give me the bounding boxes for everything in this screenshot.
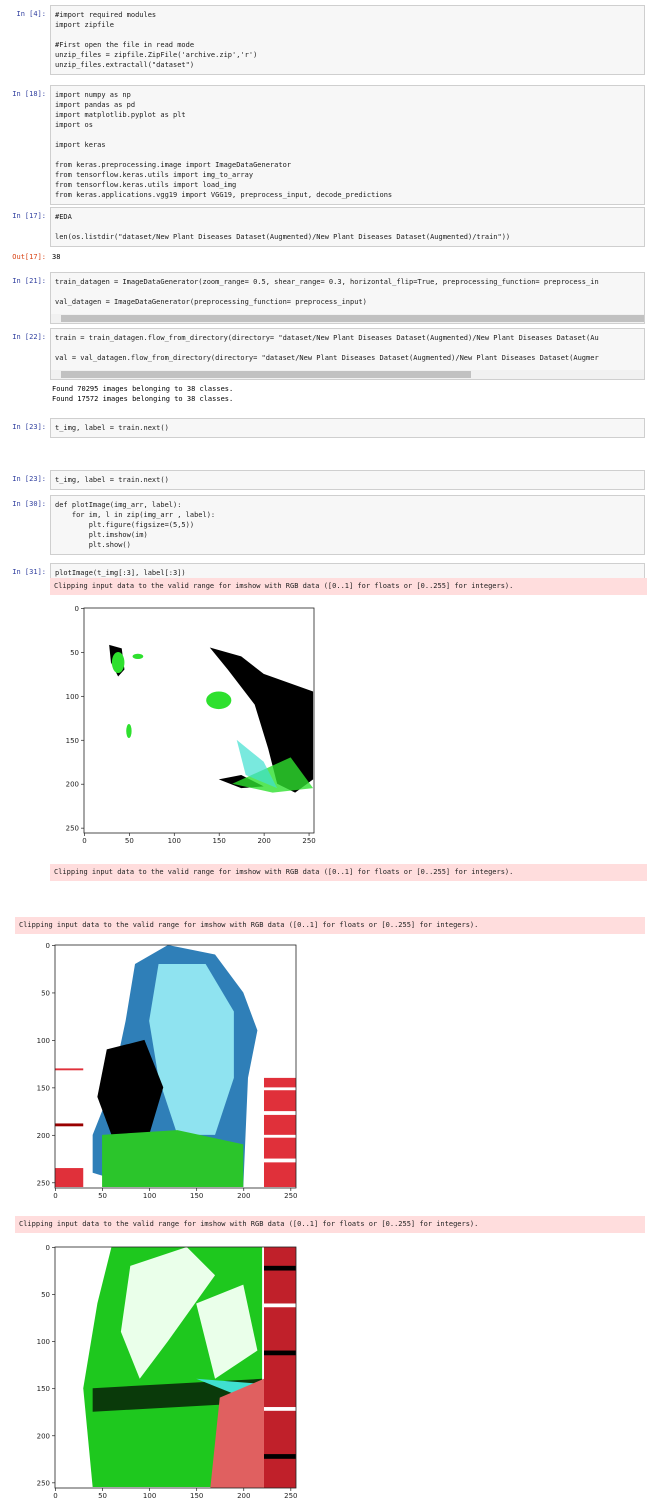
cell-prompt: In [18]:	[2, 89, 46, 99]
code-cell: import numpy as npimport pandas as pdimp…	[50, 85, 645, 205]
x-tick-label: 100	[143, 1492, 156, 1500]
code-line: def plotImage(img_arr, label):	[55, 500, 181, 510]
y-tick-label: 150	[66, 737, 79, 745]
x-tick-label: 0	[53, 1192, 57, 1200]
code-cell: train = train_datagen.flow_from_director…	[50, 328, 645, 380]
code-line: import matplotlib.pyplot as plt	[55, 110, 186, 120]
cell-prompt: In [4]:	[2, 9, 46, 19]
y-tick-label: 50	[70, 649, 79, 657]
code-line: plt.show()	[55, 540, 131, 550]
y-tick-label: 250	[37, 1179, 50, 1187]
code-line: plotImage(t_img[:3], label[:3])	[55, 568, 186, 578]
code-line: from keras.applications.vgg19 import VGG…	[55, 190, 392, 200]
x-tick-label: 150	[190, 1492, 203, 1500]
y-tick-label: 100	[37, 1037, 50, 1045]
code-line: unzip_files.extractall("dataset")	[55, 60, 194, 70]
stderr-output: Clipping input data to the valid range f…	[15, 917, 645, 934]
x-tick-label: 50	[98, 1492, 107, 1500]
code-cell: t_img, label = train.next()	[50, 418, 645, 438]
code-line: val = val_datagen.flow_from_directory(di…	[55, 353, 599, 363]
x-tick-label: 200	[237, 1492, 250, 1500]
plot-image	[55, 945, 296, 1188]
code-cell: train_datagen = ImageDataGenerator(zoom_…	[50, 272, 645, 324]
code-line: #First open the file in read mode	[55, 40, 194, 50]
y-tick-label: 0	[46, 942, 50, 950]
stderr-output: Clipping input data to the valid range f…	[15, 1216, 645, 1233]
code-line: val_datagen = ImageDataGenerator(preproc…	[55, 297, 367, 307]
code-line: from tensorflow.keras.utils import img_t…	[55, 170, 253, 180]
scroll-thumb	[61, 371, 471, 378]
code-line: from keras.preprocessing.image import Im…	[55, 160, 291, 170]
x-tick-label: 250	[302, 837, 315, 845]
y-tick-label: 250	[37, 1479, 50, 1487]
cell-prompt: In [17]:	[2, 211, 46, 221]
code-line: from tensorflow.keras.utils import load_…	[55, 180, 236, 190]
x-tick-label: 150	[213, 837, 226, 845]
scrollbar	[51, 370, 644, 379]
code-line: plt.figure(figsize=(5,5))	[55, 520, 194, 530]
code-line: plt.imshow(im)	[55, 530, 148, 540]
plot-image	[55, 1247, 296, 1488]
stderr-output: Clipping input data to the valid range f…	[50, 578, 647, 595]
x-tick-label: 100	[143, 1192, 156, 1200]
code-line: import numpy as np	[55, 90, 131, 100]
y-tick-label: 100	[37, 1338, 50, 1346]
code-line: #EDA	[55, 212, 72, 222]
y-tick-label: 200	[37, 1132, 50, 1140]
code-line: train = train_datagen.flow_from_director…	[55, 333, 599, 343]
x-tick-label: 50	[98, 1192, 107, 1200]
x-tick-label: 50	[125, 837, 134, 845]
y-tick-label: 150	[37, 1385, 50, 1393]
x-tick-label: 100	[168, 837, 181, 845]
code-line: #import required modules	[55, 10, 156, 20]
code-line: unzip_files = zipfile.ZipFile('archive.z…	[55, 50, 257, 60]
cell-prompt: In [21]:	[2, 276, 46, 286]
scrollbar	[51, 314, 644, 323]
notebook: 0501001502002500501001502002500501001502…	[0, 0, 651, 1501]
code-line: train_datagen = ImageDataGenerator(zoom_…	[55, 277, 599, 287]
cell-prompt: In [22]:	[2, 332, 46, 342]
out-prompt: Out[17]:	[2, 252, 46, 262]
code-line: t_img, label = train.next()	[55, 475, 169, 485]
y-tick-label: 100	[66, 693, 79, 701]
x-tick-label: 150	[190, 1192, 203, 1200]
code-cell: def plotImage(img_arr, label): for im, l…	[50, 495, 645, 555]
cell-prompt: In [30]:	[2, 499, 46, 509]
output-line: Found 17572 images belonging to 38 class…	[52, 394, 233, 404]
cell-prompt: In [23]:	[2, 474, 46, 484]
code-line: import zipfile	[55, 20, 114, 30]
code-line: for im, l in zip(img_arr , label):	[55, 510, 215, 520]
stderr-output: Clipping input data to the valid range f…	[50, 864, 647, 881]
y-tick-label: 0	[75, 605, 79, 613]
plot-image	[84, 608, 314, 833]
x-tick-label: 250	[284, 1192, 297, 1200]
x-tick-label: 250	[284, 1492, 297, 1500]
output-line: 38	[52, 252, 60, 262]
y-tick-label: 250	[66, 825, 79, 833]
code-line: import pandas as pd	[55, 100, 135, 110]
x-tick-label: 0	[53, 1492, 57, 1500]
y-tick-label: 50	[41, 989, 50, 997]
y-tick-label: 150	[37, 1084, 50, 1092]
x-tick-label: 0	[82, 837, 86, 845]
code-line: import os	[55, 120, 93, 130]
x-tick-label: 200	[257, 837, 270, 845]
scroll-thumb	[61, 315, 645, 322]
code-cell: #EDA len(os.listdir("dataset/New Plant Di…	[50, 207, 645, 247]
cell-prompt: In [31]:	[2, 567, 46, 577]
output-line: Found 70295 images belonging to 38 class…	[52, 384, 233, 394]
code-line: len(os.listdir("dataset/New Plant Diseas…	[55, 232, 510, 242]
x-tick-label: 200	[237, 1192, 250, 1200]
y-tick-label: 200	[66, 781, 79, 789]
cell-prompt: In [23]:	[2, 422, 46, 432]
code-line: import keras	[55, 140, 106, 150]
code-line: t_img, label = train.next()	[55, 423, 169, 433]
y-tick-label: 200	[37, 1432, 50, 1440]
y-tick-label: 0	[46, 1244, 50, 1252]
code-cell: t_img, label = train.next()	[50, 470, 645, 490]
y-tick-label: 50	[41, 1291, 50, 1299]
code-cell: #import required modulesimport zipfile #F…	[50, 5, 645, 75]
